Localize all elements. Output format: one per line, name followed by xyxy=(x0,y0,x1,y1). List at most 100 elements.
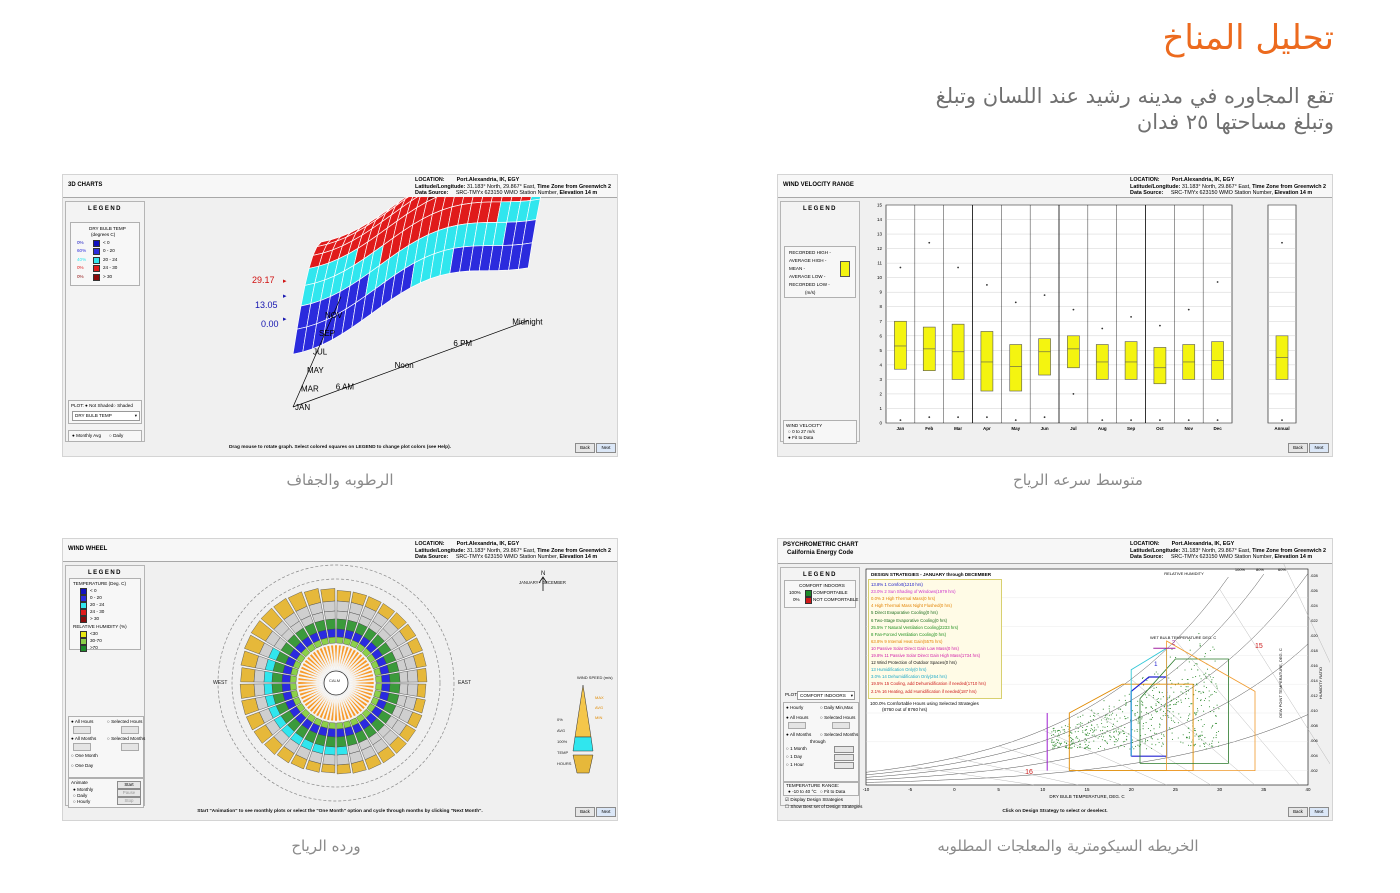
legend-swatch[interactable] xyxy=(80,645,87,652)
design-strategies-list[interactable]: DESIGN STRATEGIES - JANUARY through DECE… xyxy=(868,572,1002,699)
radio-selected-hours[interactable]: ○ Selected Hours xyxy=(820,715,856,720)
end-hour-input[interactable] xyxy=(832,722,850,729)
hour-point xyxy=(1185,690,1188,692)
strategy-item[interactable]: 12 Wind Protection of Outdoor Spaces(0 h… xyxy=(871,660,957,666)
radio-selected-months[interactable]: ○ Selected Months xyxy=(820,732,859,737)
legend-swatch[interactable] xyxy=(80,616,87,623)
strategy-item[interactable]: 3.0% 14 Dehumidification Only(264 hrs) xyxy=(871,674,947,680)
strategy-item[interactable]: 2.1% 16 Heating, add Humidification if n… xyxy=(871,688,977,694)
radio-all-hours[interactable]: ● All Hours xyxy=(786,715,809,720)
prev-month-button[interactable] xyxy=(834,746,854,753)
radio-one-hour[interactable]: ○ 1 Hour xyxy=(786,762,804,767)
back-button[interactable]: Back xyxy=(1288,443,1308,453)
legend-swatch[interactable] xyxy=(805,590,812,597)
strategy-item[interactable]: 0.0% 3 High Thermal Mass(0 hrs) xyxy=(871,596,936,602)
strategy-item[interactable]: 13.8% 1 Comfort(1210 hrs) xyxy=(871,582,923,587)
wind-humidity-segment xyxy=(325,618,336,630)
radio-shaded[interactable]: ○ Shaded xyxy=(113,403,133,408)
next-button[interactable]: Next xyxy=(1309,807,1329,817)
hour-point xyxy=(1103,748,1106,750)
start-hour-input[interactable] xyxy=(73,726,91,734)
radio-daily[interactable]: ○ Daily xyxy=(109,433,124,438)
radio-selected-hours[interactable]: ○ Selected Hours xyxy=(107,719,143,724)
plot-select[interactable]: COMFORT INDOORS ▾ xyxy=(797,691,855,700)
back-button[interactable]: Back xyxy=(1288,807,1308,817)
y-tick-label: 7 xyxy=(879,319,882,324)
radio-one-month[interactable]: ○ 1 Month xyxy=(786,746,807,751)
strategy-item[interactable]: 13 Humidification Only(0 hrs) xyxy=(871,667,927,673)
hour-point xyxy=(1149,718,1151,720)
legend-swatch[interactable] xyxy=(93,273,100,281)
hour-point xyxy=(1109,735,1111,737)
strategy-item[interactable]: 23.0% 2 Sun Shading of Windows(1979 hrs) xyxy=(871,589,956,595)
strategy-item[interactable]: 25.5% 7 Natural Ventilation Cooling(2233… xyxy=(871,624,959,630)
radio-daily-minmax[interactable]: ○ Daily Min,Max xyxy=(820,705,853,710)
legend-swatch[interactable] xyxy=(80,602,87,609)
hour-point xyxy=(1079,743,1081,745)
hour-point xyxy=(1200,704,1202,707)
next-month-button[interactable] xyxy=(834,754,854,761)
hour-point xyxy=(1215,722,1218,724)
checkbox-display-strategies[interactable]: ☑ Display Design Strategies xyxy=(785,797,844,802)
strategy-item[interactable]: 6 Two-Stage Evaporative Cooling(0 hrs) xyxy=(871,617,948,623)
radio-fit-to-data[interactable]: ● Fit to Data xyxy=(788,435,814,440)
back-button[interactable]: Back xyxy=(575,443,595,453)
strategy-item[interactable]: 4 High Thermal Mass Night Flushed(0 hrs) xyxy=(871,603,952,609)
wind-speed-spike xyxy=(297,684,323,689)
hour-point xyxy=(1106,717,1108,719)
pause-button[interactable]: Pause xyxy=(117,789,141,797)
chart-3d-surface[interactable]: 29.17 ▸ 13.05 ▸ 0.00 ▸ NOV SEP JUL MAY MAR JA… xyxy=(145,197,615,441)
legend-swatch[interactable] xyxy=(93,240,100,247)
hour-point xyxy=(1097,737,1099,739)
radio-hourly[interactable]: ○ Hourly xyxy=(73,799,91,804)
legend-swatch[interactable] xyxy=(93,248,100,256)
radio-one-month[interactable]: ○ One Month xyxy=(71,753,98,758)
legend-swatch[interactable] xyxy=(80,595,87,602)
legend-swatch[interactable] xyxy=(80,609,87,616)
legend-swatch[interactable] xyxy=(80,588,87,595)
radio-monthly-avg[interactable]: ● Monthly Avg xyxy=(72,433,102,438)
radio-one-day[interactable]: ○ One Day xyxy=(71,763,94,768)
end-month-input[interactable] xyxy=(121,743,139,751)
legend-swatch[interactable] xyxy=(805,597,812,604)
radio-one-day[interactable]: ○ 1 Day xyxy=(786,754,803,759)
strategy-item[interactable]: 19.8% 11 Passive Solar Direct Gain High … xyxy=(871,653,981,658)
start-month-input[interactable] xyxy=(73,743,91,751)
radio-fixed-range[interactable]: ● -10 to 40 °C xyxy=(788,789,817,794)
radio-selected-months[interactable]: ○ Selected Months xyxy=(107,736,146,741)
legend-swatch[interactable] xyxy=(93,265,100,273)
strategy-item[interactable]: 63.8% 9 Internal Heat Gain(5575 hrs) xyxy=(871,638,943,644)
hour-point xyxy=(1089,715,1091,717)
radio-not-shaded[interactable]: ● Not Shaded xyxy=(85,403,114,408)
radio-all-months[interactable]: ● All Months xyxy=(71,736,97,741)
strategy-item[interactable]: 5 Direct Evaporative Cooling(0 hrs) xyxy=(871,610,938,616)
stop-button[interactable]: Stop xyxy=(117,797,141,805)
strategy-item[interactable]: 8 Fan-Forced Ventilation Cooling(0 hrs) xyxy=(871,631,946,637)
legend-swatch[interactable] xyxy=(80,631,87,638)
recorded-high-point xyxy=(928,241,931,244)
start-button[interactable]: Start xyxy=(117,781,141,789)
legend-swatch[interactable] xyxy=(93,256,100,264)
radio-all-hours[interactable]: ● All Hours xyxy=(71,719,94,724)
next-button[interactable]: Next xyxy=(1309,443,1329,453)
radio-fit-range[interactable]: ○ Fit to Data xyxy=(820,789,846,794)
radio-fixed-range[interactable]: ○ 0 to 27 m/s xyxy=(788,429,815,434)
hour-point xyxy=(1173,691,1175,693)
variable-select[interactable]: DRY BULB TEMP ▾ xyxy=(72,411,140,421)
strategy-item[interactable]: 19.5% 15 Cooling, add Dehumidification i… xyxy=(871,681,986,687)
next-button[interactable]: Next xyxy=(596,807,616,817)
next-button[interactable]: Next xyxy=(596,443,616,453)
radio-hourly[interactable]: ● Hourly xyxy=(786,705,804,710)
hour-point xyxy=(1199,691,1201,693)
back-button[interactable]: Back xyxy=(575,807,595,817)
radio-all-months[interactable]: ● All Months xyxy=(786,732,812,737)
hour-point xyxy=(1090,728,1092,730)
checkbox-best-strategies[interactable]: ☐ Show Best set of Design Strategies xyxy=(785,804,863,809)
radio-monthly[interactable]: ● Monthly xyxy=(73,787,94,792)
strategy-item[interactable]: 10 Passive Solar Direct Gain Low Mass(0 … xyxy=(871,645,959,651)
start-hour-input[interactable] xyxy=(788,722,806,729)
next-hour-button[interactable] xyxy=(834,762,854,769)
end-hour-input[interactable] xyxy=(121,726,139,734)
legend-swatch[interactable] xyxy=(80,638,87,645)
radio-daily[interactable]: ○ Daily xyxy=(73,793,88,798)
